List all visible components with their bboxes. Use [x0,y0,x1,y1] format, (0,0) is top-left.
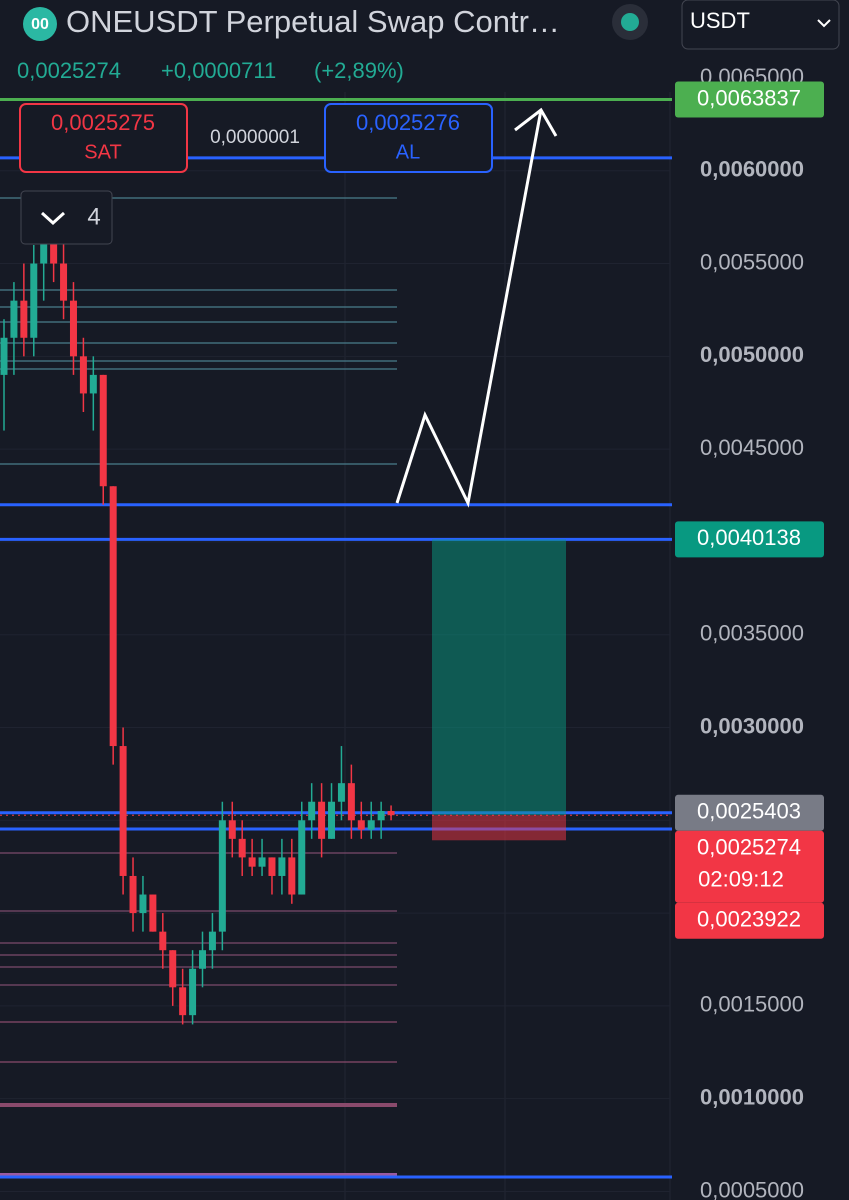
countdown: 02:09:12 [698,867,784,892]
price-tag [675,830,824,903]
candle-body [238,838,246,858]
status-dot [621,13,639,31]
y-tick-label: 0,0015000 [700,992,804,1017]
price-tag [675,521,824,558]
candle-body [218,820,226,932]
last-price: 0,0025274 [17,58,121,83]
price-tag-label: 0,0023922 [697,907,801,932]
candle-body [50,226,58,264]
sell-price: 0,0025275 [51,110,155,135]
candle-body [99,374,107,487]
candle-body [179,987,187,1016]
candle-body [387,811,395,816]
sell-button[interactable] [19,103,188,173]
candle-body [149,894,157,932]
candle-body [0,337,8,375]
plot [0,77,672,1192]
candle-body [248,857,256,867]
candle-body [79,356,87,394]
forecast-arrow [395,109,543,508]
candle-body [40,226,48,264]
candle-body [60,263,68,301]
spread: 0,0000001 [210,127,300,148]
price-tag-label: 0,0025274 [697,835,801,860]
buy-label: AL [396,141,420,163]
y-tick-label: 0,0035000 [700,621,804,646]
change: +0,0000711 [161,58,276,83]
indicator-count: 4 [87,203,100,230]
candle-body [328,801,336,839]
arrow-head [514,107,558,137]
target-zone [432,539,566,816]
candle-body [357,820,365,830]
candle-body [208,931,216,951]
candle-body [139,894,147,914]
chevron [817,19,831,28]
toggle-chevron [40,211,66,226]
candle-body [109,486,117,747]
candle-body [288,857,296,895]
y-tick-label: 0,0010000 [700,1084,804,1109]
coin-glyph: 00 [31,16,49,33]
candle-body [20,300,28,338]
price-axis: 0,00050000,00100000,00150000,00200000,00… [675,64,824,1200]
y-tick-label: 0,0045000 [700,435,804,460]
currency: USDT [690,8,750,33]
buy-button[interactable] [324,103,493,173]
candle-body [30,263,38,338]
coin-icon [23,7,57,41]
header-bg [0,0,672,92]
sell-label: SAT [84,141,121,163]
y-tick-label: 0,0030000 [700,713,804,738]
candle-body [129,875,137,914]
candle-body [347,783,355,821]
candle-body [278,857,286,876]
currency-select[interactable] [681,0,840,50]
price-tag-label: 0,0025403 [697,799,801,824]
candle-body [308,801,316,821]
candle-body [258,857,266,867]
y-tick-label: 0,0060000 [700,157,804,182]
candle-body [318,801,326,839]
stop-zone [432,815,566,841]
candle-body [159,931,167,951]
price-tag [675,794,824,831]
candle-body [89,374,97,394]
candle-body [169,950,177,988]
price-tag-label: 0,0063837 [697,85,801,110]
price-tag [675,902,824,939]
candle-body [10,300,18,338]
candle-body [69,300,77,357]
indicator-lines [0,197,397,1177]
candle-body [119,746,127,876]
buy-price: 0,0025276 [356,110,460,135]
candle-body [298,820,306,895]
price-tag [675,81,824,118]
price-tag-label: 0,0040138 [697,525,801,550]
candle-body [189,968,197,1016]
indicator-toggle[interactable] [20,190,113,245]
candle-body [199,950,206,969]
y-tick-label: 0,0005000 [700,1177,804,1200]
y-tick-label: 0,0050000 [700,342,804,367]
candle-body [377,811,385,821]
candle-body [337,783,345,802]
candle-body [268,857,276,876]
y-tick-label: 0,0055000 [700,249,804,274]
change-pct: (+2,89%) [314,58,404,83]
candle-body [228,820,236,839]
symbol: ONEUSDT Perpetual Swap Contr… [66,4,560,39]
candle-body [367,820,375,830]
